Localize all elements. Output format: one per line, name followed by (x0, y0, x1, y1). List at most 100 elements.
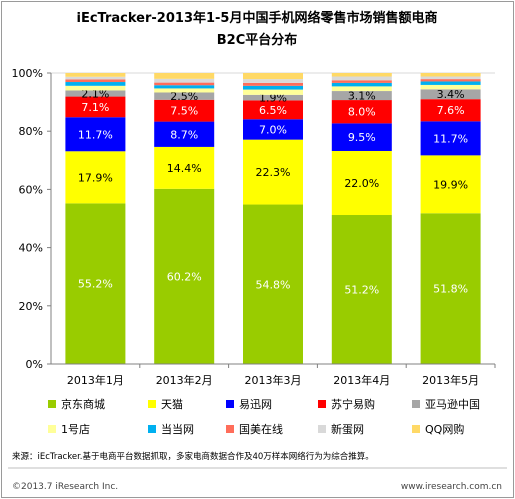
bar-segment (331, 123, 392, 151)
data-label: 7.5% (170, 105, 198, 118)
data-label: 1.9% (259, 92, 287, 105)
bar-segment (243, 94, 303, 101)
data-label: 8.0% (348, 106, 376, 119)
data-label: 51.2% (344, 284, 379, 297)
bar-segment (65, 90, 126, 97)
legend-swatch (318, 400, 326, 408)
data-label: 2.5% (170, 90, 198, 103)
bar-segment (331, 82, 392, 87)
bar-segment (243, 119, 303, 140)
bar-segment (65, 79, 126, 83)
legend-label: QQ网购 (425, 422, 464, 436)
bar-segment (243, 82, 303, 86)
bar-segment (420, 121, 481, 156)
bar-segment (420, 81, 481, 85)
data-label: 8.7% (170, 128, 198, 141)
data-label: 54.8% (256, 278, 291, 291)
data-label: 7.6% (437, 104, 465, 117)
legend-swatch (412, 425, 420, 433)
bar-segment (154, 92, 215, 100)
bar-segment (243, 139, 303, 205)
y-tick-label: 60% (19, 183, 43, 196)
bar-segment (243, 85, 303, 90)
x-tick-label: 2013年2月 (156, 373, 213, 387)
x-tick-label: 2013年4月 (333, 373, 390, 387)
legend-swatch (318, 425, 326, 433)
legend-swatch (148, 400, 156, 408)
data-label: 3.1% (348, 90, 376, 103)
bar-segment (331, 91, 392, 101)
legend-label: 亚马逊中国 (425, 398, 480, 411)
bar-segment (420, 99, 481, 122)
legend-swatch (226, 400, 234, 408)
y-tick-label: 40% (19, 242, 43, 255)
data-label: 7.0% (259, 123, 287, 136)
data-label: 2.1% (81, 88, 109, 101)
chart-title-line2: B2C平台分布 (217, 32, 298, 48)
legend: 京东商城 天猫 易迅网 苏宁易购 亚马逊中国 1号店 当当网 国美在线 新蛋网 QQ网购 (48, 397, 480, 436)
y-tick-label: 20% (19, 300, 43, 313)
bar-segment (331, 86, 392, 92)
legend-label: 易迅网 (239, 398, 272, 411)
x-tick-label: 2013年5月 (422, 373, 479, 387)
chart-title-line1: iEcTracker-2013年1-5月中国手机网络零售市场销售额电商 (77, 10, 438, 26)
bar-segment (420, 89, 481, 100)
bar-segment (243, 100, 303, 120)
legend-label: 当当网 (161, 422, 194, 436)
x-tick-label: 2013年3月 (245, 373, 302, 387)
y-tick-label: 100% (12, 67, 43, 80)
bar-segment (65, 96, 126, 118)
legend-swatch (412, 400, 420, 408)
legend-label: 天猫 (161, 398, 183, 411)
bar-segment (65, 76, 126, 80)
bar-segment (65, 151, 126, 204)
plot-area: 0% 20% 40% 60% 80% 100% 55.2% 17.9% 11.7% 7.1%2.1… (12, 67, 496, 387)
bar-segment (420, 84, 481, 90)
bar-segment (154, 78, 215, 83)
bar-segment (420, 213, 481, 364)
bar-segment (331, 215, 392, 364)
bar-segment (243, 79, 303, 83)
bar-segment (331, 100, 392, 124)
bar-segment (420, 76, 481, 80)
data-label: 6.5% (259, 104, 287, 117)
data-label: 22.0% (344, 177, 379, 190)
bar-segment (243, 73, 303, 80)
legend-label: 新蛋网 (331, 422, 364, 436)
legend-label: 国美在线 (239, 422, 283, 436)
legend-swatch (48, 400, 56, 408)
data-label: 3.4% (437, 88, 465, 101)
legend-swatch (48, 425, 56, 433)
legend-swatch (226, 425, 234, 433)
bar-segment (243, 204, 303, 364)
bar-segment (65, 82, 126, 86)
bar-segment (154, 85, 215, 89)
bar-segment (154, 99, 215, 122)
bar-segment (331, 80, 392, 83)
legend-swatch (148, 425, 156, 433)
data-label: 51.8% (433, 283, 468, 296)
bar-segment (65, 85, 126, 91)
x-tick-label: 2013年1月 (67, 373, 124, 387)
bar-segment (65, 73, 126, 77)
bar-segment (154, 188, 215, 364)
legend-label: 1号店 (61, 422, 90, 436)
bar-segment (154, 82, 215, 86)
bar-segment (331, 73, 392, 77)
bar-segment (420, 79, 481, 82)
legend-label: 苏宁易购 (331, 397, 375, 411)
data-label: 55.2% (78, 278, 113, 291)
bar-segment (420, 73, 481, 77)
y-tick-label: 0% (26, 358, 43, 371)
data-label: 9.5% (348, 131, 376, 144)
data-label: 60.2% (167, 270, 202, 283)
bar-segment (154, 121, 215, 147)
data-label: 19.9% (433, 178, 468, 191)
y-tick-label: 80% (19, 125, 43, 138)
bar-segment (420, 155, 481, 214)
bar-segment (65, 117, 126, 152)
data-label: 17.9% (78, 171, 113, 184)
copyright: ©2013.7 iResearch Inc. (12, 482, 118, 492)
data-label: 22.3% (256, 166, 291, 179)
